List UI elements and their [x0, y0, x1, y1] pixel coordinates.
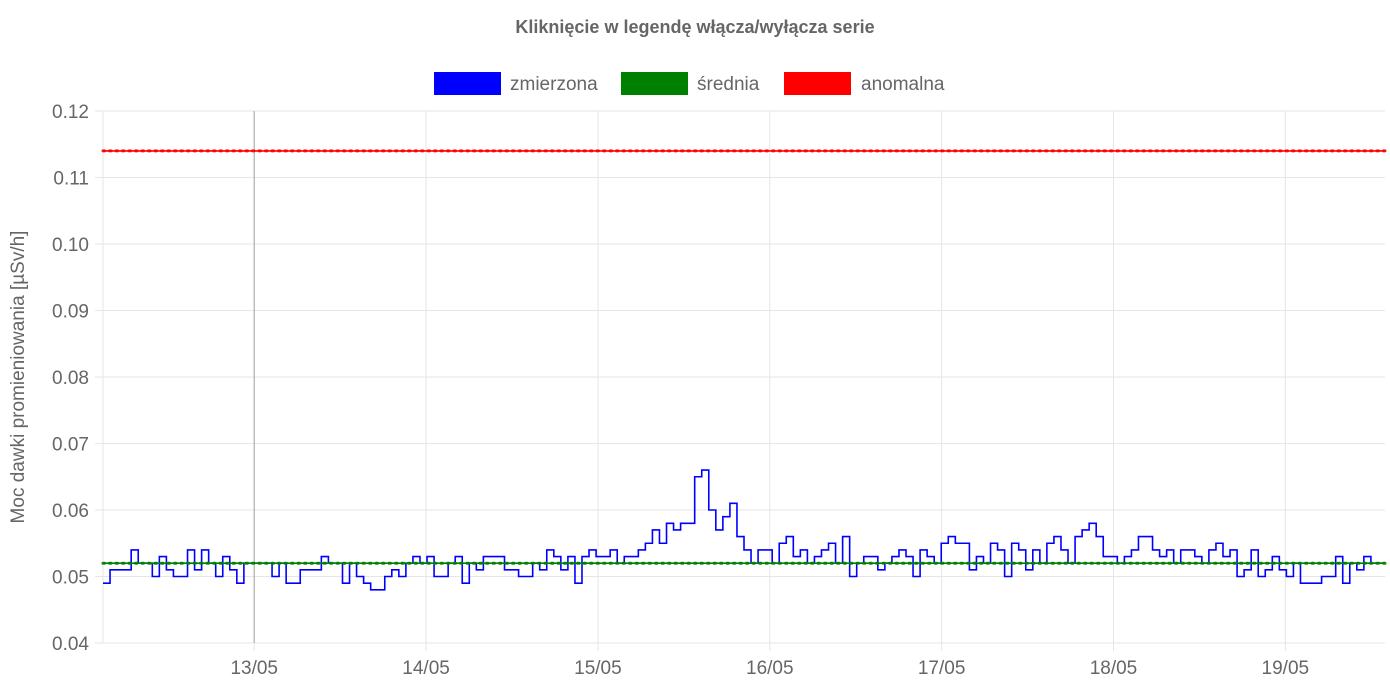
series-layer: [101, 149, 1387, 591]
x-axis: 13/05 14/05 15/05 16/05 17/05 18/05 19/05: [230, 658, 1309, 679]
legend-swatch: [784, 72, 851, 95]
legend: zmierzona średnia anomalna: [434, 72, 945, 95]
y-axis-title: Moc dawki promieniowania [µSv/h]: [8, 231, 29, 524]
x-tick-label: 14/05: [402, 658, 450, 679]
y-tick-label: 0.09: [52, 302, 89, 323]
x-tick-label: 18/05: [1090, 658, 1138, 679]
y-tick-label: 0.06: [52, 501, 89, 522]
legend-item-anomalna[interactable]: anomalna: [784, 72, 945, 95]
legend-swatch: [434, 72, 501, 95]
x-tick-label: 19/05: [1262, 658, 1310, 679]
x-tick-label: 17/05: [918, 658, 966, 679]
grid: [95, 110, 1385, 651]
series-line: [103, 469, 1385, 591]
legend-item-średnia[interactable]: średnia: [621, 72, 760, 95]
y-tick-label: 0.04: [52, 634, 89, 655]
y-tick-label: 0.05: [52, 568, 89, 589]
legend-swatch: [621, 72, 688, 95]
x-tick-label: 15/05: [574, 658, 622, 679]
chart-title: Kliknięcie w legendę włącza/wyłącza seri…: [515, 17, 874, 37]
y-axis: 0.04 0.05 0.06 0.07 0.08 0.09 0.10 0.11 0.12: [52, 102, 89, 655]
x-tick-label: 13/05: [230, 658, 278, 679]
x-tick-label: 16/05: [746, 658, 794, 679]
y-tick-label: 0.11: [53, 169, 89, 190]
legend-label: anomalna: [861, 74, 945, 95]
series-zmierzona: [103, 469, 1385, 591]
legend-item-zmierzona[interactable]: zmierzona: [434, 72, 598, 95]
y-tick-label: 0.08: [52, 368, 89, 389]
legend-label: zmierzona: [510, 74, 598, 95]
y-tick-label: 0.07: [52, 435, 89, 456]
y-tick-label: 0.12: [52, 102, 89, 123]
legend-label: średnia: [697, 74, 760, 95]
y-tick-label: 0.10: [52, 235, 89, 256]
